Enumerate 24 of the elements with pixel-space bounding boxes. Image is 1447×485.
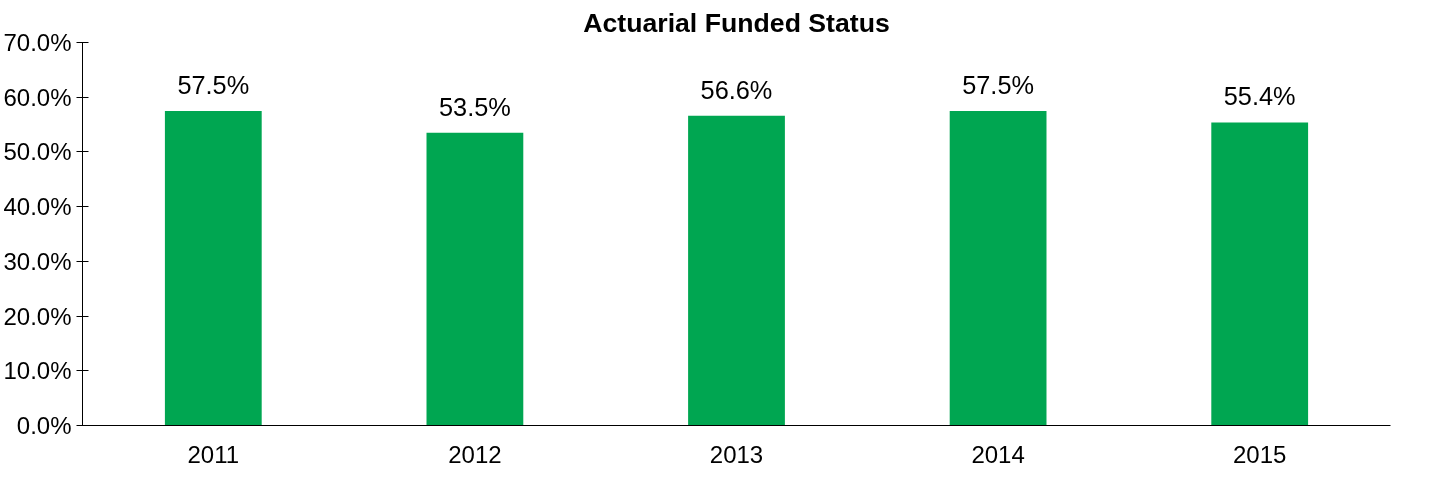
chart-title: Actuarial Funded Status — [583, 7, 890, 38]
x-tick-label: 2012 — [448, 440, 502, 468]
data-label: 57.5% — [177, 70, 250, 99]
data-label: 55.4% — [1223, 82, 1296, 111]
x-tick-label: 2013 — [709, 440, 764, 468]
bar — [426, 132, 524, 426]
data-label: 53.5% — [438, 92, 511, 121]
y-tick-label: 40.0% — [3, 193, 72, 221]
x-tick-label: 2015 — [1233, 440, 1287, 468]
bar — [1211, 122, 1309, 426]
y-tick-label: 50.0% — [3, 138, 72, 166]
y-tick-label: 20.0% — [3, 302, 72, 330]
bar — [164, 110, 262, 426]
y-tick-label: 70.0% — [3, 29, 72, 56]
y-tick-label: 0.0% — [16, 412, 72, 439]
data-label: 57.5% — [962, 70, 1035, 99]
bar — [949, 110, 1047, 426]
y-tick-label: 30.0% — [3, 247, 72, 275]
y-tick-label: 10.0% — [3, 357, 72, 385]
x-tick-label: 2011 — [187, 440, 240, 468]
bar — [688, 115, 785, 426]
x-tick-label: 2014 — [971, 440, 1025, 468]
y-tick-label: 60.0% — [3, 83, 72, 111]
data-label: 56.6% — [700, 75, 773, 104]
